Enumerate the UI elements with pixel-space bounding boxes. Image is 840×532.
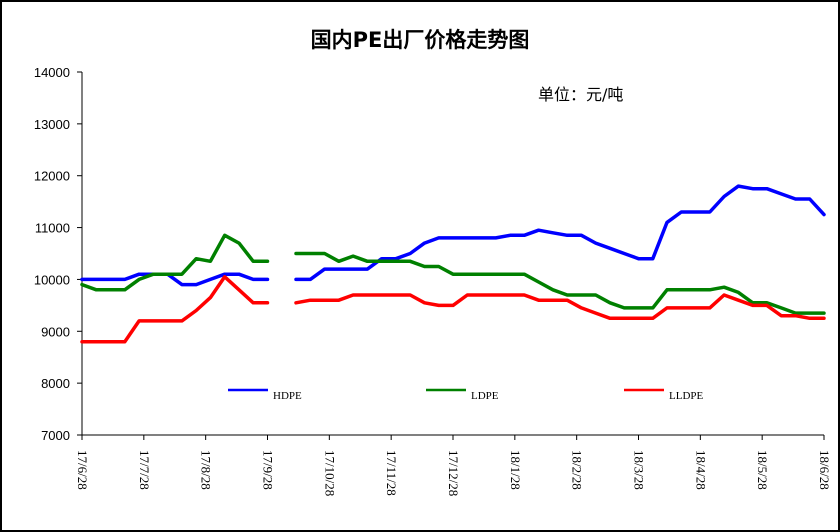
series-line-hdpe [80, 184, 826, 287]
y-tick-label: 13000 [34, 117, 70, 132]
legend-label-lldpe: LLDPE [669, 390, 704, 402]
x-tick-label: 18/4/28 [693, 450, 708, 490]
series-lines [80, 184, 826, 344]
chart-title: 国内PE出厂价格走势图 [311, 28, 530, 52]
y-tick-label: 10000 [34, 272, 70, 287]
x-tick-label: 18/2/28 [570, 450, 585, 490]
x-tick-label: 17/6/28 [75, 450, 90, 490]
x-tick-label: 18/1/28 [508, 450, 523, 490]
y-tick-label: 12000 [34, 169, 70, 184]
x-tick-label: 17/12/28 [446, 450, 461, 496]
x-axis-ticks: 17/6/28 17/7/28 17/8/28 17/9/28 17/10/28 17/1… [75, 435, 832, 496]
x-tick-label: 17/9/28 [261, 450, 276, 490]
series-line-ldpe [80, 233, 826, 315]
y-tick-label: 7000 [41, 428, 70, 443]
x-tick-label: 17/8/28 [199, 450, 214, 490]
x-tick-label: 18/3/28 [632, 450, 647, 490]
legend: HDPE LDPE LLDPE [228, 388, 704, 402]
x-tick-label: 18/6/28 [817, 450, 832, 490]
legend-label-ldpe: LDPE [471, 390, 499, 402]
y-tick-label: 11000 [35, 221, 70, 236]
y-axis-ticks: 7000 8000 9000 10000 11000 12000 13000 14000 [34, 65, 82, 443]
y-tick-label: 9000 [41, 324, 70, 339]
x-tick-label: 17/7/28 [137, 450, 152, 490]
legend-label-hdpe: HDPE [273, 390, 302, 402]
series-line-lldpe [80, 275, 826, 344]
unit-label: 单位：元/吨 [538, 85, 623, 104]
axes [81, 72, 824, 436]
x-tick-label: 17/11/28 [384, 450, 399, 496]
x-tick-label: 18/5/28 [755, 450, 770, 490]
x-tick-label: 17/10/28 [322, 450, 337, 496]
y-tick-label: 8000 [41, 376, 70, 391]
y-tick-label: 14000 [34, 65, 70, 80]
